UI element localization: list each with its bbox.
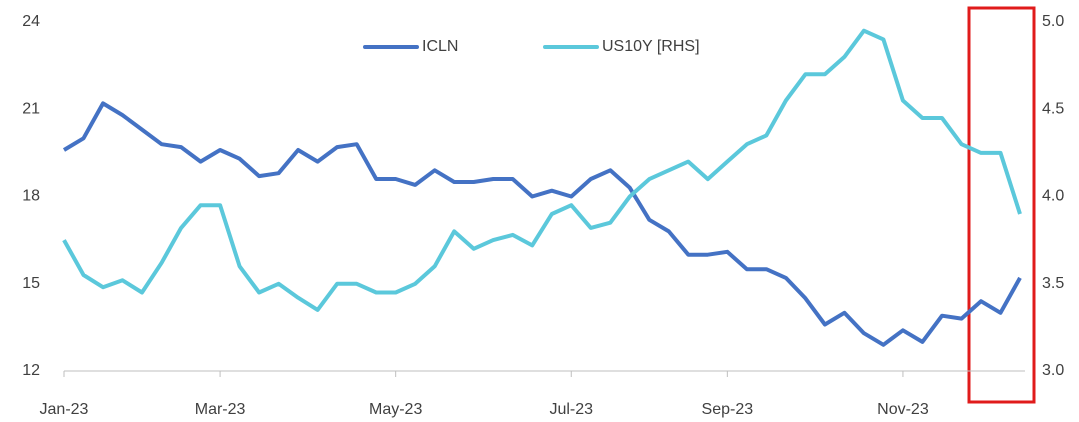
- y2-tick-label: 4.5: [1042, 100, 1064, 117]
- legend-label: US10Y [RHS]: [602, 38, 700, 55]
- x-tick-label: Jul-23: [549, 401, 593, 418]
- series-line: [62, 101, 1022, 347]
- x-tick-label: Nov-23: [877, 401, 929, 418]
- legend-label: ICLN: [422, 38, 458, 55]
- y2-tick-label: 3.5: [1042, 275, 1064, 292]
- y-tick-label: 24: [22, 13, 40, 30]
- y-tick-label: 18: [22, 188, 40, 205]
- y-tick-label: 15: [22, 275, 40, 292]
- y2-tick-label: 5.0: [1042, 13, 1064, 30]
- x-tick-label: May-23: [369, 401, 422, 418]
- y2-tick-label: 3.0: [1042, 362, 1064, 379]
- x-tick-label: Sep-23: [702, 401, 754, 418]
- y-tick-label: 21: [22, 100, 40, 117]
- x-tick-label: Jan-23: [40, 401, 89, 418]
- highlight-box: [967, 6, 1036, 404]
- y-tick-label: 12: [22, 362, 40, 379]
- x-tick-label: Mar-23: [195, 401, 246, 418]
- series-line: [62, 28, 1022, 312]
- y2-tick-label: 4.0: [1042, 188, 1064, 205]
